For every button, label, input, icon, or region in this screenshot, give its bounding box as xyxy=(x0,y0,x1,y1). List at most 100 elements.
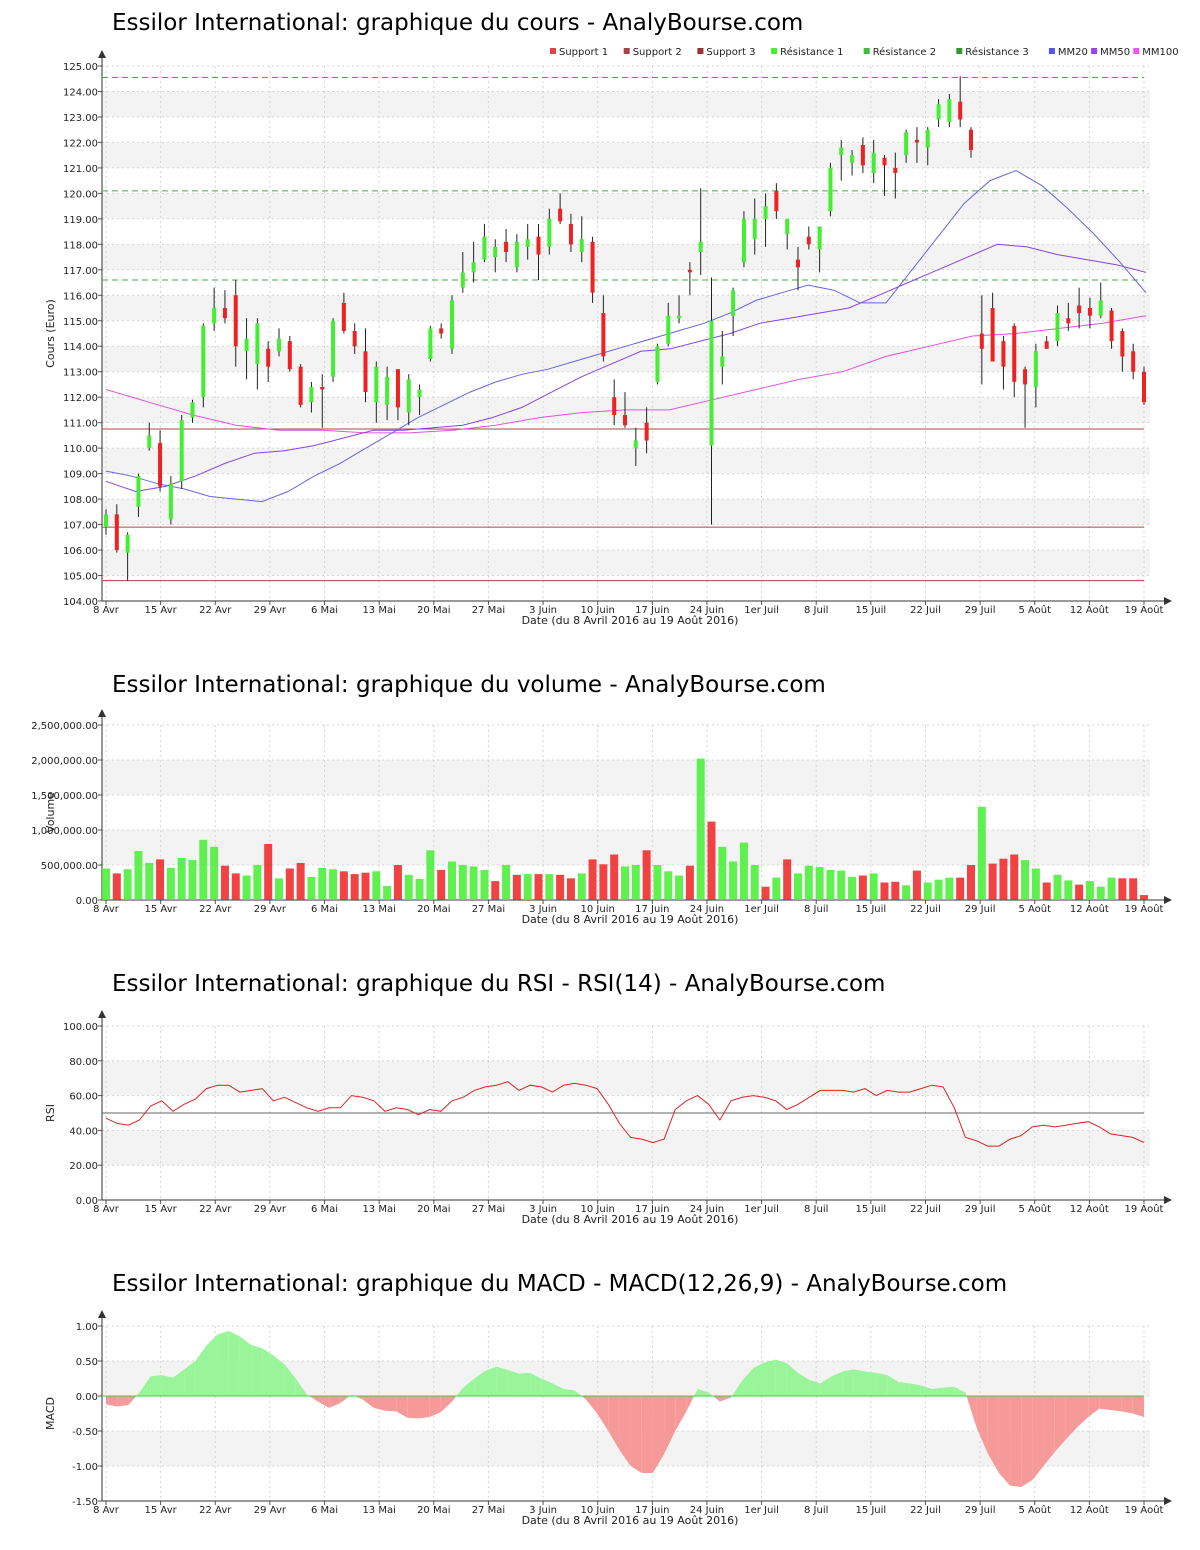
macd-area-segment xyxy=(195,1345,207,1396)
volume-x-tick-label: 10 Juin xyxy=(581,904,615,915)
volume-bar xyxy=(102,868,110,900)
candle-body xyxy=(839,147,844,156)
volume-bar xyxy=(642,850,651,900)
price-legend-swatch xyxy=(1091,48,1098,54)
price-y-tick-label: 114.00 xyxy=(63,342,98,353)
rsi-x-tick-label: 24 Juin xyxy=(690,1204,724,1215)
macd-area-segment xyxy=(853,1369,865,1396)
candle-body xyxy=(374,366,379,403)
volume-x-tick-label: 1er Juil xyxy=(744,904,779,915)
macd-area-segment xyxy=(798,1372,810,1396)
volume-bar xyxy=(339,871,348,900)
macd-area-segment xyxy=(694,1389,698,1396)
macd-area-segment xyxy=(1054,1396,1066,1452)
volume-bar xyxy=(1096,886,1105,900)
volume-bar xyxy=(1064,880,1073,900)
rsi-x-tick-label: 10 Juin xyxy=(581,1204,615,1215)
price-y-tick-label: 122.00 xyxy=(63,138,98,149)
macd-area-segment xyxy=(396,1396,408,1418)
price-band xyxy=(102,550,1150,576)
macd-area-segment xyxy=(731,1380,743,1396)
volume-bar xyxy=(685,865,694,900)
candle-body xyxy=(666,315,671,344)
volume-bar xyxy=(826,869,835,900)
rsi-x-axis-arrow xyxy=(1164,1196,1172,1204)
volume-x-tick-label: 19 Août xyxy=(1125,903,1164,915)
candle-body xyxy=(774,190,779,212)
volume-bar xyxy=(458,865,467,900)
macd-x-tick-label: 15 Avr xyxy=(145,1505,178,1516)
candle-body xyxy=(460,272,465,288)
candle-body xyxy=(893,167,898,173)
macd-area-segment xyxy=(440,1396,452,1413)
price-y-tick-label: 125.00 xyxy=(63,62,98,73)
macd-area-segment xyxy=(340,1396,350,1403)
macd-x-tick-label: 22 Avr xyxy=(199,1505,232,1516)
macd-x-tick-label: 3 Juin xyxy=(529,1505,557,1516)
macd-area-segment xyxy=(262,1348,274,1396)
volume-x-axis-label: Date (du 8 Avril 2016 au 19 Août 2016) xyxy=(522,913,739,926)
volume-x-tick-label: 5 Août xyxy=(1018,903,1051,915)
macd-area-segment xyxy=(309,1396,319,1402)
volume-bar xyxy=(512,874,521,900)
volume-bar xyxy=(869,873,878,900)
macd-area-segment xyxy=(172,1369,185,1396)
macd-y-tick-label: 0.00 xyxy=(76,1392,98,1403)
volume-bar xyxy=(285,868,294,900)
price-y-tick-label: 124.00 xyxy=(63,87,98,98)
volume-bar xyxy=(707,821,716,900)
price-x-tick-label: 15 Avr xyxy=(145,605,178,616)
macd-area-segment xyxy=(373,1396,386,1411)
volume-bar xyxy=(534,874,543,900)
candle-body xyxy=(244,338,249,352)
macd-area-segment xyxy=(485,1366,497,1396)
price-y-tick-label: 116.00 xyxy=(63,291,98,302)
volume-bar xyxy=(977,806,986,900)
macd-x-tick-label: 29 Avr xyxy=(254,1505,287,1516)
macd-area-segment xyxy=(652,1396,665,1473)
volume-bar xyxy=(1085,881,1094,900)
volume-bar xyxy=(621,866,629,900)
price-legend-swatch xyxy=(623,48,630,54)
price-legend-swatch xyxy=(863,48,870,54)
volume-bar xyxy=(166,867,175,900)
volume-bar xyxy=(912,870,921,900)
macd-x-tick-label: 20 Mai xyxy=(417,1505,450,1516)
candle-body xyxy=(1098,300,1103,316)
candle-body xyxy=(504,241,509,252)
candle-body xyxy=(731,290,736,316)
macd-area-segment xyxy=(463,1378,475,1396)
volume-x-tick-label: 22 Juil xyxy=(910,904,941,915)
macd-area-segment xyxy=(581,1396,586,1400)
rsi-x-tick-label: 13 Mai xyxy=(362,1204,395,1215)
candle-body xyxy=(871,152,876,173)
candle-body xyxy=(158,443,163,487)
candle-body xyxy=(450,300,454,349)
price-y-tick-label: 113.00 xyxy=(63,368,98,379)
price-y-tick-label: 109.00 xyxy=(63,470,98,481)
price-legend-label: MM20 xyxy=(1058,47,1088,58)
price-y-tick-label: 106.00 xyxy=(63,546,98,557)
macd-area-segment xyxy=(641,1396,653,1473)
macd-area-segment xyxy=(619,1396,631,1466)
price-y-tick-label: 121.00 xyxy=(63,164,98,175)
macd-area-segment xyxy=(887,1375,899,1396)
mm100-line xyxy=(105,315,1147,434)
macd-y-axis-arrow xyxy=(98,1310,106,1318)
macd-area-segment xyxy=(251,1344,263,1396)
volume-bar xyxy=(718,846,727,900)
rsi-y-tick-label: 60.00 xyxy=(69,1092,98,1103)
price-x-tick-label: 5 Août xyxy=(1018,604,1051,616)
macd-area-segment xyxy=(686,1396,695,1412)
price-y-tick-label: 117.00 xyxy=(63,266,98,277)
volume-bar xyxy=(837,870,846,900)
macd-area-segment xyxy=(1099,1396,1111,1410)
macd-area-segment xyxy=(362,1396,374,1408)
candle-body xyxy=(104,514,108,528)
macd-area-segment xyxy=(898,1382,910,1396)
macd-area-segment xyxy=(630,1396,642,1473)
volume-bar xyxy=(934,879,943,900)
price-y-tick-label: 115.00 xyxy=(63,317,98,328)
macd-area-segment xyxy=(965,1392,967,1396)
macd-area-segment xyxy=(1077,1396,1089,1428)
